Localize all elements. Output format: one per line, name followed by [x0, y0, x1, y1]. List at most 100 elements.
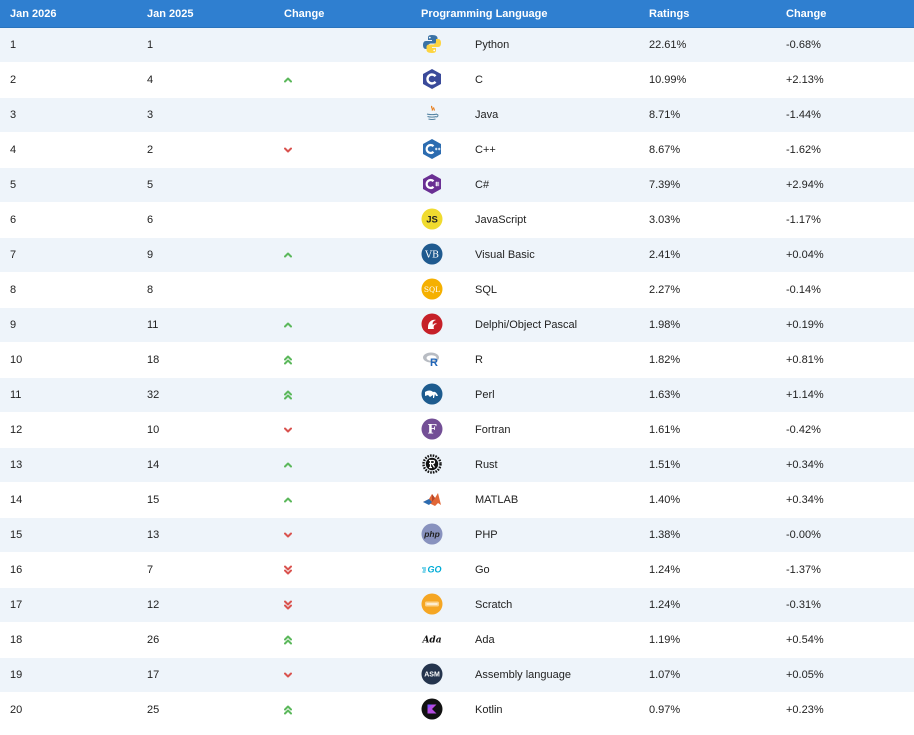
- sql-logo-icon: SQL: [421, 278, 443, 300]
- language-name[interactable]: Kotlin: [465, 692, 639, 727]
- table-header-row: Jan 2026 Jan 2025 Change Programming Lan…: [0, 0, 914, 28]
- rank-current: 1: [0, 27, 137, 63]
- rating-change-value: +2.13%: [776, 62, 914, 98]
- fortran-logo-icon: F: [421, 418, 443, 440]
- rating-value: 1.07%: [639, 657, 776, 693]
- java-logo-icon: [421, 103, 443, 125]
- rank-current: 4: [0, 132, 137, 168]
- language-name[interactable]: Delphi/Object Pascal: [465, 307, 639, 343]
- rating-value: 1.51%: [639, 447, 776, 483]
- asm-logo-text: ASM: [424, 671, 440, 678]
- language-name[interactable]: C#: [465, 167, 639, 203]
- rating-change-value: -0.42%: [776, 412, 914, 448]
- rating-value: 1.19%: [639, 622, 776, 658]
- rating-value: 2.27%: [639, 272, 776, 308]
- assembly-logo-icon: ASM: [421, 663, 443, 685]
- rank-previous: 12: [137, 587, 274, 623]
- language-name[interactable]: Python: [465, 27, 639, 63]
- header-previous-year[interactable]: Jan 2025: [137, 0, 274, 28]
- table-row: 11 32 Perl 1.63% +1.14%: [0, 377, 914, 413]
- go-logo-text: GO: [427, 564, 441, 574]
- rating-value: 1.40%: [639, 482, 776, 518]
- rating-change-value: +0.34%: [776, 482, 914, 518]
- rating-change-value: -0.00%: [776, 517, 914, 553]
- rank-change-indicator: [274, 447, 411, 483]
- language-name[interactable]: Fortran: [465, 412, 639, 448]
- language-name[interactable]: R: [465, 342, 639, 378]
- rating-value: 1.24%: [639, 552, 776, 588]
- table-row: 16 7 GO Go 1.24% -1.37%: [0, 552, 914, 588]
- fortran-logo-text: F: [427, 422, 437, 437]
- rating-value: 1.61%: [639, 412, 776, 448]
- rank-previous: 8: [137, 272, 274, 308]
- header-rating-change[interactable]: Change: [776, 0, 914, 28]
- rating-change-value: +1.14%: [776, 377, 914, 413]
- rating-change-value: +2.94%: [776, 167, 914, 203]
- header-current-year[interactable]: Jan 2026: [0, 0, 137, 28]
- language-name[interactable]: Java: [465, 97, 639, 133]
- rating-value: 2.41%: [639, 237, 776, 273]
- double-chevron-down-icon: [284, 565, 411, 575]
- language-name[interactable]: Ada: [465, 622, 639, 658]
- rank-current: 13: [0, 447, 137, 483]
- rating-value: 8.71%: [639, 97, 776, 133]
- double-chevron-up-icon: [284, 705, 411, 715]
- language-name[interactable]: MATLAB: [465, 482, 639, 518]
- language-name[interactable]: Visual Basic: [465, 237, 639, 273]
- rank-current: 2: [0, 62, 137, 98]
- language-name[interactable]: Go: [465, 552, 639, 588]
- header-change[interactable]: Change: [274, 0, 411, 28]
- rating-change-value: -0.31%: [776, 587, 914, 623]
- double-chevron-down-icon: [284, 600, 411, 610]
- language-name[interactable]: Assembly language: [465, 657, 639, 693]
- cpp-logo-icon: [421, 138, 443, 160]
- rank-previous: 5: [137, 167, 274, 203]
- language-name[interactable]: PHP: [465, 517, 639, 553]
- table-row: 12 10 F Fortran 1.61% -0.42%: [0, 412, 914, 448]
- language-name[interactable]: JavaScript: [465, 202, 639, 238]
- table-row: 10 18 R R 1.82% +0.81%: [0, 342, 914, 378]
- rank-current: 17: [0, 587, 137, 623]
- rank-current: 12: [0, 412, 137, 448]
- rating-change-value: +0.54%: [776, 622, 914, 658]
- rating-value: 22.61%: [639, 27, 776, 63]
- rank-previous: 6: [137, 202, 274, 238]
- rank-change-indicator: [274, 657, 411, 693]
- table-row: 19 17 ASM Assembly language 1.07% +0.05%: [0, 657, 914, 693]
- language-name[interactable]: Perl: [465, 377, 639, 413]
- language-name[interactable]: C++: [465, 132, 639, 168]
- header-ratings[interactable]: Ratings: [639, 0, 776, 28]
- rank-previous: 18: [137, 342, 274, 378]
- rank-change-indicator: [274, 167, 411, 203]
- language-name[interactable]: Scratch: [465, 587, 639, 623]
- rating-value: 7.39%: [639, 167, 776, 203]
- rank-current: 7: [0, 237, 137, 273]
- rank-change-indicator: [274, 517, 411, 553]
- vb-logo-text: VB: [424, 249, 439, 260]
- rank-current: 19: [0, 657, 137, 693]
- language-name[interactable]: C: [465, 62, 639, 98]
- language-name[interactable]: SQL: [465, 272, 639, 308]
- header-language[interactable]: Programming Language: [411, 0, 639, 28]
- rating-value: 10.99%: [639, 62, 776, 98]
- rank-change-indicator: [274, 412, 411, 448]
- double-chevron-up-icon: [284, 355, 411, 365]
- language-name[interactable]: Rust: [465, 447, 639, 483]
- rank-previous: 9: [137, 237, 274, 273]
- rank-change-indicator: [274, 622, 411, 658]
- rank-change-indicator: [274, 587, 411, 623]
- chevron-down-icon: [284, 530, 411, 540]
- sql-logo-text: SQL: [424, 285, 440, 294]
- table-row: 14 15 MATLAB 1.40% +0.34%: [0, 482, 914, 518]
- csharp-logo-icon: [421, 173, 443, 195]
- rank-current: 16: [0, 552, 137, 588]
- rank-change-indicator: [274, 62, 411, 98]
- go-logo-icon: GO: [421, 558, 443, 580]
- matlab-logo-icon: [421, 488, 443, 510]
- rank-previous: 11: [137, 307, 274, 343]
- rank-change-indicator: [274, 342, 411, 378]
- rating-change-value: -0.14%: [776, 272, 914, 308]
